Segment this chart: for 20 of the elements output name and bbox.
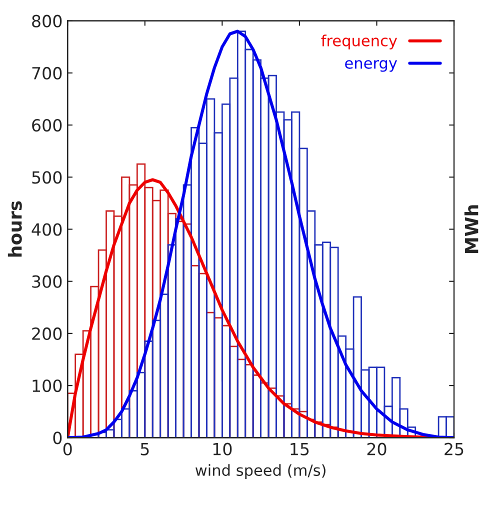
y-tick-label: 100	[32, 380, 62, 392]
x-tick-label: 10	[213, 442, 232, 456]
y-tick-label: 600	[32, 119, 62, 132]
x-tick-label: 20	[367, 442, 386, 456]
y-tick-label: 700	[32, 66, 62, 80]
legend-label: frequency	[321, 34, 398, 50]
y-tick-label: 200	[32, 327, 62, 340]
y-axis-title: hours	[8, 201, 22, 257]
y-tick-label: 400	[32, 223, 62, 236]
x-tick-label: 5	[140, 443, 149, 456]
y-tick-label: 0	[53, 432, 62, 444]
y2-axis-title: MWh	[464, 205, 478, 253]
y-tick-label: 800	[32, 14, 62, 28]
y-tick-label: 500	[32, 171, 62, 184]
x-tick-label: 0	[63, 442, 72, 456]
y-tick-label: 300	[32, 275, 62, 288]
x-tick-label: 15	[290, 443, 309, 456]
x-tick-label: 25	[444, 442, 464, 456]
legend-label: energy	[345, 60, 398, 72]
x-axis-title: wind speed (m/s)	[196, 464, 326, 479]
